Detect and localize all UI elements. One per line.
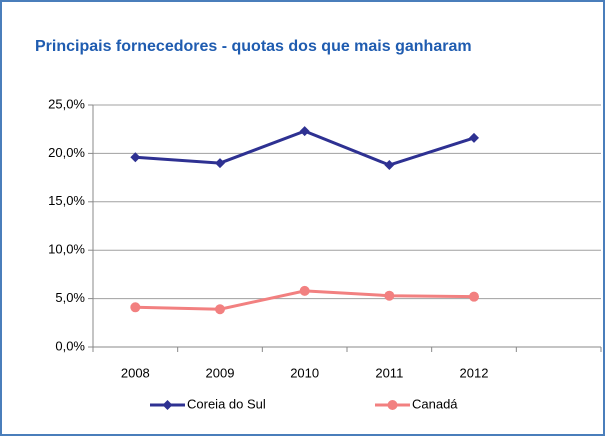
legend-marker	[162, 400, 173, 410]
data-point	[384, 290, 395, 301]
data-point	[215, 158, 225, 169]
legend-marker	[387, 400, 398, 410]
data-point	[469, 291, 479, 302]
y-tick-label: 25,0%	[48, 96, 85, 111]
chart-title: Principais fornecedores - quotas dos que…	[35, 38, 472, 55]
y-tick-label: 10,0%	[48, 242, 85, 257]
data-point	[215, 304, 225, 315]
y-tick-label: 5,0%	[55, 290, 85, 305]
data-point	[384, 160, 395, 171]
legend-label: Coreia do Sul	[187, 396, 266, 411]
data-point	[469, 132, 479, 143]
y-tick-label: 15,0%	[48, 193, 85, 208]
x-tick-label: 2009	[206, 365, 235, 380]
y-tick-label: 20,0%	[48, 145, 85, 160]
x-tick-label: 2008	[121, 365, 150, 380]
x-tick-label: 2010	[290, 365, 319, 380]
legend-label: Canadá	[412, 396, 458, 411]
data-point	[130, 152, 141, 163]
y-tick-label: 0,0%	[55, 338, 85, 353]
data-point	[299, 285, 310, 296]
data-point	[299, 126, 310, 137]
x-tick-label: 2012	[460, 365, 489, 380]
x-tick-label: 2011	[375, 365, 403, 380]
data-point	[130, 302, 141, 313]
